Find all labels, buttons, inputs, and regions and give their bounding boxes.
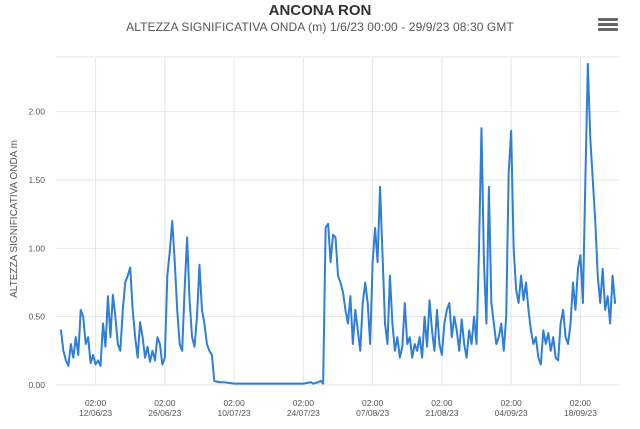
y-tick-label: 1.00 [28, 243, 45, 253]
series-group [59, 62, 617, 385]
x-tick-time: 02:00 [501, 398, 523, 408]
series-line [59, 62, 617, 385]
y-tick-label: 0.50 [28, 312, 45, 322]
x-tick-date: 04/09/23 [495, 408, 528, 418]
y-axis-label: ALTEZZA SIGNIFICATIVA ONDA m [9, 140, 20, 298]
x-tick-date: 12/06/23 [79, 408, 112, 418]
x-tick-time: 02:00 [362, 398, 384, 408]
chart-title: ANCONA RON [268, 2, 372, 19]
x-tick-time: 02:00 [223, 398, 245, 408]
chart-subtitle: ALTEZZA SIGNIFICATIVA ONDA (m) 1/6/23 00… [126, 20, 514, 34]
x-tick-time: 02:00 [431, 398, 453, 408]
y-tick-label: 1.50 [28, 175, 45, 185]
x-tick-date: 07/08/23 [356, 408, 389, 418]
x-tick-time: 02:00 [570, 398, 592, 408]
y-tick-label: 2.00 [28, 107, 45, 117]
y-axis-ticks: 0.00 0.50 1.00 1.50 2.00 [28, 107, 45, 390]
x-tick-time: 02:00 [154, 398, 176, 408]
x-tick-date: 18/09/23 [564, 408, 597, 418]
x-tick-time: 02:00 [293, 398, 315, 408]
x-tick-time: 02:00 [85, 398, 107, 408]
y-tick-label: 0.00 [28, 380, 45, 390]
x-tick-date: 26/06/23 [148, 408, 181, 418]
chart-grid [56, 56, 620, 386]
x-tick-date: 10/07/23 [218, 408, 251, 418]
hamburger-menu-icon[interactable] [598, 18, 618, 36]
x-tick-date: 24/07/23 [287, 408, 320, 418]
x-axis-ticks: 02:0012/06/2302:0026/06/2302:0010/07/230… [79, 398, 597, 418]
x-tick-date: 21/08/23 [425, 408, 458, 418]
